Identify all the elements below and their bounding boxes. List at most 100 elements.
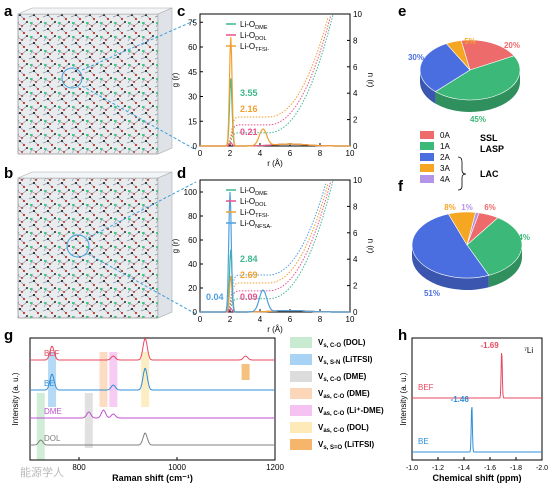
x-tick-label: 8: [318, 315, 323, 324]
raman-band-3: [99, 352, 108, 407]
annotation-value: 0.21: [240, 127, 258, 137]
y-tick-label: 60: [188, 43, 197, 52]
y2-tick-label: 2: [353, 116, 358, 125]
x-tick-label: 2: [228, 315, 233, 324]
pie-percent-label: 5%: [464, 37, 476, 46]
y2-tick-label: 8: [353, 36, 358, 45]
panel-labels: a b c d e f g h: [4, 3, 407, 344]
y-tick-label: 80: [188, 212, 197, 221]
nmr-peak-label: -1.46: [451, 395, 470, 404]
raman-legend-swatch: [290, 405, 312, 416]
legend-label: Li-ODME: [240, 20, 268, 31]
raman-curve-BEF: [30, 338, 275, 361]
panel-label-c: c: [177, 3, 185, 20]
rdf-curve-0: [200, 78, 350, 147]
zoom-connectors: [81, 19, 197, 315]
x-tick-label: 4: [258, 149, 263, 158]
y-axis-title: Intensity (a. u.): [11, 372, 20, 425]
plot-frame: [199, 179, 351, 313]
watermark: 能源学人: [20, 465, 64, 479]
md-snapshot-a: [17, 7, 173, 155]
chart-title: ⁷Li: [524, 346, 533, 355]
legend-label: Li-ONFSA-: [240, 219, 272, 230]
y-axis-title: g (r): [171, 72, 180, 87]
y2-tick-label: 6: [353, 229, 358, 238]
x-tick-label: 0: [198, 315, 203, 324]
raman-curve-DME: [30, 409, 275, 419]
nr-curve-0: [222, 14, 334, 147]
y-tick-label: 60: [188, 236, 197, 245]
raman-legend: Vs, C-O (DOL) Vs, S-N (LiTFSI) Vs, C-O (DM…: [290, 337, 384, 451]
nr-curve-0: [222, 180, 334, 313]
pie-percent-label: 51%: [424, 289, 440, 298]
y2-tick-label: 4: [353, 89, 358, 98]
annotation-value: 0.09: [240, 292, 258, 302]
nr-curve-1: [222, 182, 331, 313]
pie-percent-label: 6%: [484, 203, 496, 212]
x-axis-title: r (Å): [267, 159, 283, 168]
nr-curve-1: [222, 16, 331, 147]
legend-label: Li-ODOL: [240, 197, 267, 208]
y-tick-label: 75: [188, 18, 197, 27]
annotation-value: 2.84: [240, 254, 258, 264]
raman-series-label: DME: [44, 407, 62, 416]
rdf-curve-2: [200, 37, 350, 147]
pie-side-1A: [488, 245, 522, 288]
y2-axis-title: n (r): [366, 239, 375, 254]
raman-chart-g: 800 1000 1200 Raman shift (cm⁻¹) Intensity (…: [11, 337, 284, 483]
pie-slice-2A: [411, 213, 490, 279]
legend-swatch-1A: [420, 142, 434, 150]
pie-percent-label: 30%: [408, 53, 424, 62]
panel-label-g: g: [4, 327, 13, 344]
x-tick-label: -1.0: [406, 465, 418, 472]
y-tick-label: 30: [188, 93, 197, 102]
y2-tick-label: 4: [353, 255, 358, 264]
x-tick-label: -1.8: [510, 465, 522, 472]
nmr-series-label: BE: [418, 437, 429, 446]
raman-series-label: BE: [44, 379, 55, 388]
x-axis-title: r (Å): [267, 325, 283, 334]
legend-lasp: LASP: [480, 144, 504, 154]
raman-legend-swatch: [290, 388, 312, 399]
annotation-value: 3.55: [240, 88, 258, 98]
pie-percent-label: 1%: [461, 203, 473, 212]
x-tick-label: 8: [318, 149, 323, 158]
x-tick-label: 1000: [168, 463, 186, 472]
nmr-curve-BE: [412, 407, 542, 453]
pie-percent-label: 8%: [444, 203, 456, 212]
x-tick-label: -1.6: [484, 465, 496, 472]
y-tick-label: 0: [193, 142, 198, 151]
y2-tick-label: 6: [353, 63, 358, 72]
panel-label-d: d: [177, 165, 186, 182]
raman-legend-label: Vas, C-O (Li⁺-DME): [318, 406, 384, 417]
pie-chart-e: 20% 45% 30% 5%: [408, 37, 521, 124]
y2-tick-label: 10: [353, 176, 362, 185]
x-tick-label: -2.0: [536, 465, 548, 472]
pie-percent-label: 34%: [514, 233, 530, 242]
raman-curve-DOL: [30, 432, 275, 446]
panel-label-h: h: [398, 327, 407, 344]
nr-curve-3: [222, 183, 327, 313]
pie-percent-label: 45%: [470, 115, 486, 124]
pie-slice-2A: [419, 43, 471, 93]
legend-swatch-0A: [420, 131, 434, 139]
pie-percent-label: 20%: [504, 41, 520, 50]
raman-legend-swatch: [290, 439, 312, 450]
raman-curve-BE: [30, 368, 275, 391]
legend-label: Li-OTFSI-: [240, 42, 269, 53]
y2-axis-title: n (r): [366, 73, 375, 88]
x-axis-title: Chemical shift (ppm): [432, 473, 521, 483]
panel-label-e: e: [398, 3, 406, 20]
x-tick-label: -1.4: [458, 465, 470, 472]
legend-label-1A: 1A: [440, 142, 450, 151]
rdf-curve-3: [200, 191, 350, 313]
raman-legend-swatch: [290, 354, 312, 365]
pie-side-2A: [420, 70, 436, 104]
raman-legend-label: Vs, S=O (LiTFSI): [318, 440, 375, 451]
legend-label-3A: 3A: [440, 164, 450, 173]
legend-label-4A: 4A: [440, 175, 450, 184]
raman-band-5: [141, 352, 150, 407]
y-tick-label: 45: [188, 68, 197, 77]
